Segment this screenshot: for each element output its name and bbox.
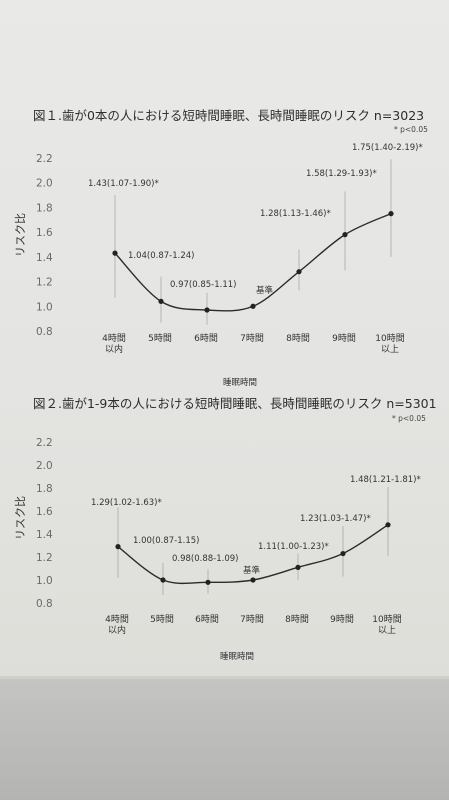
- figure-2-data-point: [295, 564, 301, 570]
- figure-1-data-point: [250, 303, 256, 309]
- figure-1-series-line: [114, 212, 392, 312]
- figure-2-y-tick-label: 0.8: [36, 598, 53, 610]
- figure-1-y-tick-label: 1.6: [36, 227, 53, 239]
- figure-2-data-label: 1.23(1.03-1.47)*: [300, 514, 371, 524]
- figure-1-data-point: [342, 232, 348, 238]
- figure-2-x-tick-label: 4時間以内: [105, 614, 129, 636]
- figure-1-data-point: [296, 269, 302, 275]
- figure-2-note: * p<0.05: [392, 414, 426, 423]
- figure-1-x-tick-label: 9時間: [332, 333, 356, 344]
- figure-2-data-point: [205, 579, 211, 585]
- figure-1-data-point: [388, 211, 394, 217]
- figure-1-data-point: [158, 298, 164, 304]
- figure-2-x-axis-label: 睡眠時間: [220, 652, 254, 662]
- figure-2-y-tick-label: 1.8: [36, 483, 53, 495]
- figure-1-y-tick-label: 2.0: [36, 178, 53, 190]
- figure-2-y-tick-label: 2.0: [36, 460, 53, 472]
- figure-1-title: 図１.歯が0本の人における短時間睡眠、長時間睡眠のリスク n=3023: [33, 108, 424, 123]
- figure-1-data-point: [204, 307, 210, 313]
- figure-2-data-point: [160, 577, 166, 583]
- figure-1-data-label: 0.97(0.85-1.11): [170, 280, 236, 290]
- figure-2-data-label: 1.48(1.21-1.81)*: [350, 475, 421, 485]
- figure-2-data-label: 1.29(1.02-1.63)*: [91, 498, 162, 508]
- figure-2-data-point: [340, 550, 346, 557]
- figure-2-data-point: [250, 577, 256, 583]
- figure-2-data-label: 1.00(0.87-1.15): [133, 536, 199, 546]
- figure-2-x-tick-label: 10時間以上: [372, 614, 401, 636]
- paper-edge: [0, 676, 449, 679]
- figure-2-x-tick-label: 9時間: [330, 614, 354, 625]
- figure-1-x-axis-label: 睡眠時間: [223, 378, 257, 388]
- figure-1-x-tick-label: 10時間以上: [375, 333, 404, 355]
- figure-2-x-tick-label: 7時間: [240, 614, 264, 625]
- figure-1-data-label: 1.04(0.87-1.24): [128, 251, 194, 261]
- figure-1: 図１.歯が0本の人における短時間睡眠、長時間睡眠のリスク n=3023 * p<…: [14, 108, 428, 388]
- charts-canvas: 図１.歯が0本の人における短時間睡眠、長時間睡眠のリスク n=3023 * p<…: [14, 108, 437, 662]
- figure-2-data-point: [385, 522, 391, 528]
- figure-1-x-tick-label: 6時間: [194, 333, 218, 344]
- figure-1-data-label: 1.58(1.29-1.93)*: [306, 169, 377, 179]
- figure-1-x-tick-label: 4時間以内: [102, 333, 126, 355]
- figure-2-x-tick-label: 8時間: [285, 614, 309, 625]
- figure-1-x-tick-label: 5時間: [148, 333, 172, 344]
- figure-2: 図２.歯が1-9本の人における短時間睡眠、長時間睡眠のリスク n=5301 * …: [14, 396, 437, 662]
- figure-2-y-tick-label: 1.0: [36, 575, 53, 587]
- figure-2-y-axis-label: リスク比: [14, 496, 27, 540]
- figure-1-data-point: [112, 250, 118, 256]
- figure-2-x-tick-label: 5時間: [150, 614, 174, 625]
- lower-page: [0, 679, 449, 800]
- figure-1-x-tick-label: 7時間: [240, 333, 264, 344]
- figure-1-data-label: 1.43(1.07-1.90)*: [88, 179, 159, 189]
- figure-1-baseline-label: 基準: [256, 285, 274, 296]
- figure-2-y-tick-label: 1.2: [36, 552, 53, 564]
- figure-2-title: 図２.歯が1-9本の人における短時間睡眠、長時間睡眠のリスク n=5301: [33, 396, 437, 411]
- figure-1-y-tick-label: 0.8: [36, 326, 53, 338]
- figure-2-y-tick-label: 1.4: [36, 529, 53, 541]
- figure-1-x-tick-label: 8時間: [286, 333, 310, 344]
- figure-1-y-tick-label: 1.4: [36, 252, 53, 264]
- figure-2-data-label: 0.98(0.88-1.09): [172, 554, 238, 564]
- figure-1-y-tick-label: 2.2: [36, 153, 53, 165]
- paper-sheet: [0, 0, 449, 678]
- figure-1-data-label: 1.28(1.13-1.46)*: [260, 209, 331, 219]
- figure-2-y-tick-label: 1.6: [36, 506, 53, 518]
- figure-2-y-tick-label: 2.2: [36, 437, 53, 449]
- figure-1-note: * p<0.05: [394, 125, 428, 134]
- figure-1-y-axis-label: リスク比: [14, 213, 27, 257]
- figure-1-y-tick-label: 1.2: [36, 277, 53, 289]
- figure-2-baseline-label: 基準: [243, 565, 261, 576]
- figure-2-data-point: [115, 544, 121, 550]
- figure-1-y-tick-label: 1.0: [36, 301, 53, 313]
- figure-1-y-tick-label: 1.8: [36, 202, 53, 214]
- figure-2-x-tick-label: 6時間: [195, 614, 219, 625]
- figure-1-data-label: 1.75(1.40-2.19)*: [352, 143, 423, 153]
- figure-2-data-label: 1.11(1.00-1.23)*: [258, 542, 329, 552]
